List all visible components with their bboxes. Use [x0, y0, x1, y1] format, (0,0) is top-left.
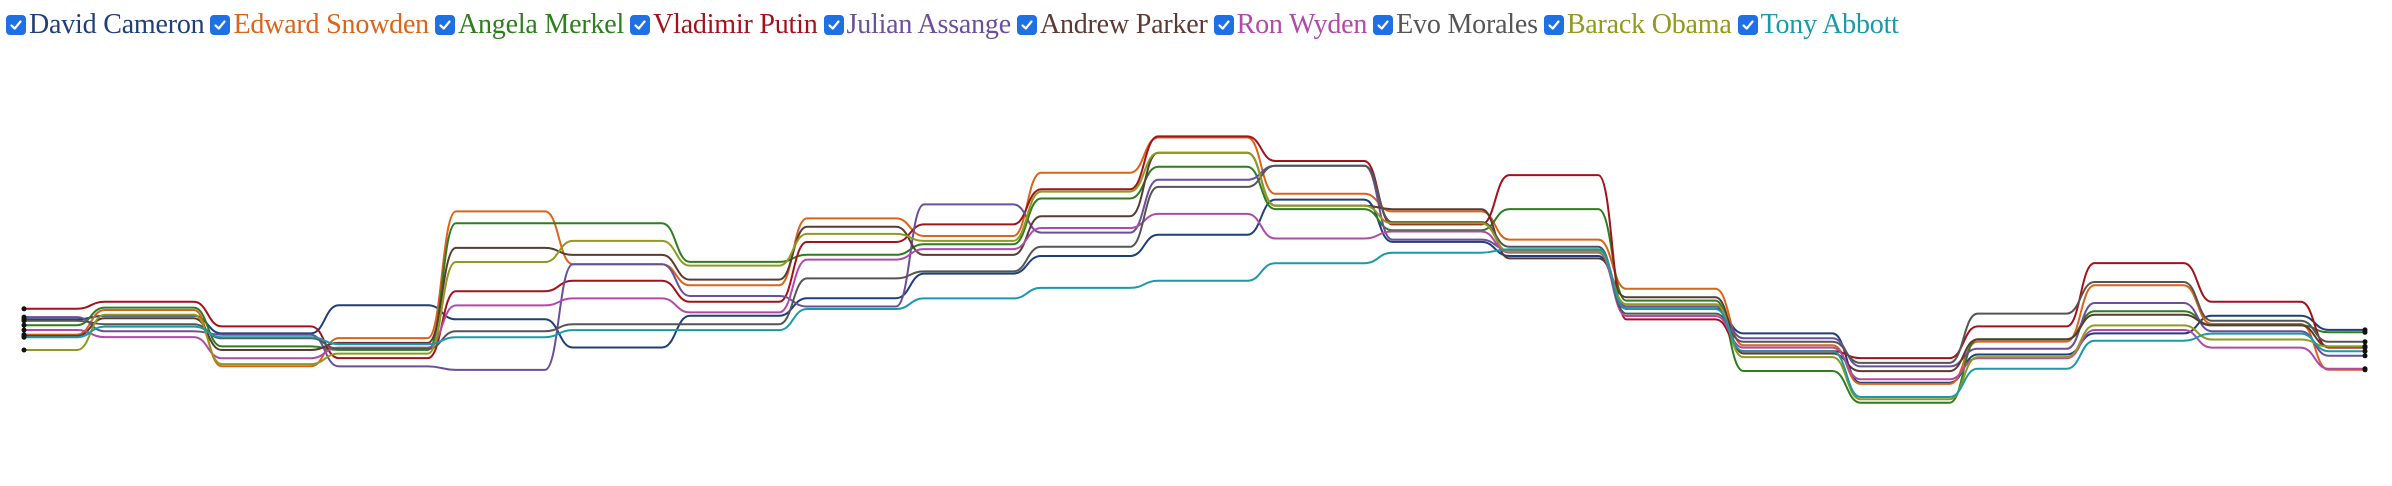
- checkbox-icon[interactable]: [630, 15, 651, 35]
- checkbox-icon[interactable]: [1213, 15, 1234, 35]
- series-line-vladimir-putin: [24, 135, 2365, 360]
- legend-label: Tony Abbott: [1760, 9, 1899, 40]
- series-end-point: [2362, 366, 2368, 372]
- series-line-evo-morales: [24, 164, 2365, 364]
- legend-label: Andrew Parker: [1039, 9, 1208, 40]
- series-line-david-cameron: [24, 198, 2365, 384]
- legend-item-david-cameron[interactable]: David Cameron: [6, 8, 205, 42]
- legend-label: Angela Merkel: [457, 9, 625, 40]
- series-start-point: [21, 314, 27, 320]
- series-start-point: [21, 334, 27, 340]
- series-end-point: [2362, 348, 2368, 354]
- series-start-point: [21, 327, 27, 333]
- legend-item-angela-merkel[interactable]: Angela Merkel: [434, 8, 625, 42]
- legend-item-andrew-parker[interactable]: Andrew Parker: [1016, 8, 1208, 42]
- legend-item-evo-morales[interactable]: Evo Morales: [1373, 8, 1538, 42]
- checkbox-icon[interactable]: [1737, 15, 1758, 35]
- series-end-point: [2362, 339, 2368, 345]
- series-start-point: [21, 322, 27, 328]
- legend-item-barack-obama[interactable]: Barack Obama: [1543, 8, 1732, 42]
- series-start-point: [21, 306, 27, 312]
- series-start-point: [21, 347, 27, 353]
- checkbox-icon[interactable]: [1016, 15, 1037, 35]
- legend-item-vladimir-putin[interactable]: Vladimir Putin: [630, 8, 818, 42]
- series-start-point: [21, 318, 27, 324]
- series-end-point: [2362, 344, 2368, 349]
- checkbox-icon[interactable]: [210, 15, 231, 35]
- series-end-point: [2362, 353, 2368, 359]
- series-line-barack-obama: [24, 151, 2365, 401]
- legend-label: Edward Snowden: [233, 9, 429, 40]
- legend-item-edward-snowden[interactable]: Edward Snowden: [210, 8, 429, 42]
- checkbox-icon[interactable]: [1373, 15, 1394, 35]
- legend-item-ron-wyden[interactable]: Ron Wyden: [1213, 8, 1368, 42]
- checkbox-icon[interactable]: [434, 15, 455, 35]
- series-line-julian-assange: [24, 164, 2365, 371]
- legend-item-tony-abbott[interactable]: Tony Abbott: [1737, 8, 1899, 42]
- legend-label: Julian Assange: [846, 9, 1012, 40]
- endpoint-layer: [21, 306, 2368, 373]
- legend-label: David Cameron: [29, 9, 205, 40]
- legend-label: Vladimir Putin: [653, 9, 818, 40]
- series-line-tony-abbott: [24, 248, 2365, 398]
- checkbox-icon[interactable]: [6, 15, 26, 35]
- series-layer: [24, 135, 2365, 404]
- legend-label: Ron Wyden: [1236, 9, 1368, 40]
- series-end-point: [2362, 329, 2368, 335]
- checkbox-icon[interactable]: [1543, 15, 1564, 35]
- legend-item-julian-assange[interactable]: Julian Assange: [823, 8, 1012, 42]
- checkbox-icon[interactable]: [823, 15, 844, 35]
- legend-label: Evo Morales: [1396, 9, 1538, 40]
- legend: David Cameron Edward Snowden Angela Merkel…: [6, 8, 1905, 42]
- legend-label: Barack Obama: [1566, 9, 1732, 40]
